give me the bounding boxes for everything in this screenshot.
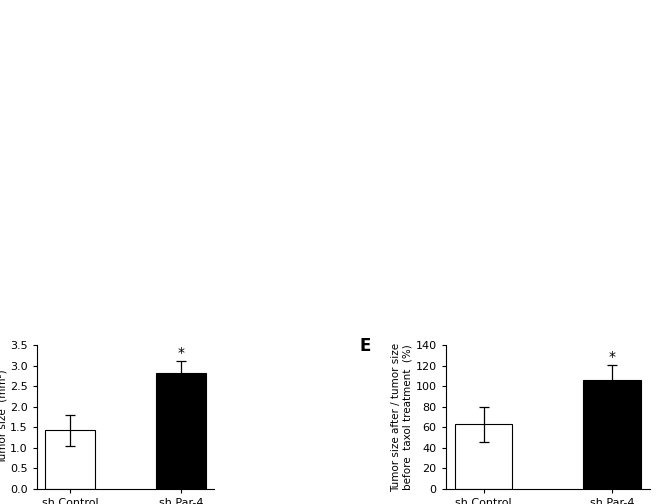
Y-axis label: Tumor size  (mm²): Tumor size (mm²) xyxy=(0,370,7,464)
Bar xyxy=(455,424,513,489)
Text: *: * xyxy=(608,350,615,364)
Bar xyxy=(156,373,206,489)
Y-axis label: Tumor size after / tumor size
before  taxol treatment  (%): Tumor size after / tumor size before tax… xyxy=(391,343,413,491)
Text: E: E xyxy=(360,337,371,355)
Bar xyxy=(45,430,95,489)
Text: *: * xyxy=(178,346,185,360)
Bar xyxy=(583,380,641,489)
